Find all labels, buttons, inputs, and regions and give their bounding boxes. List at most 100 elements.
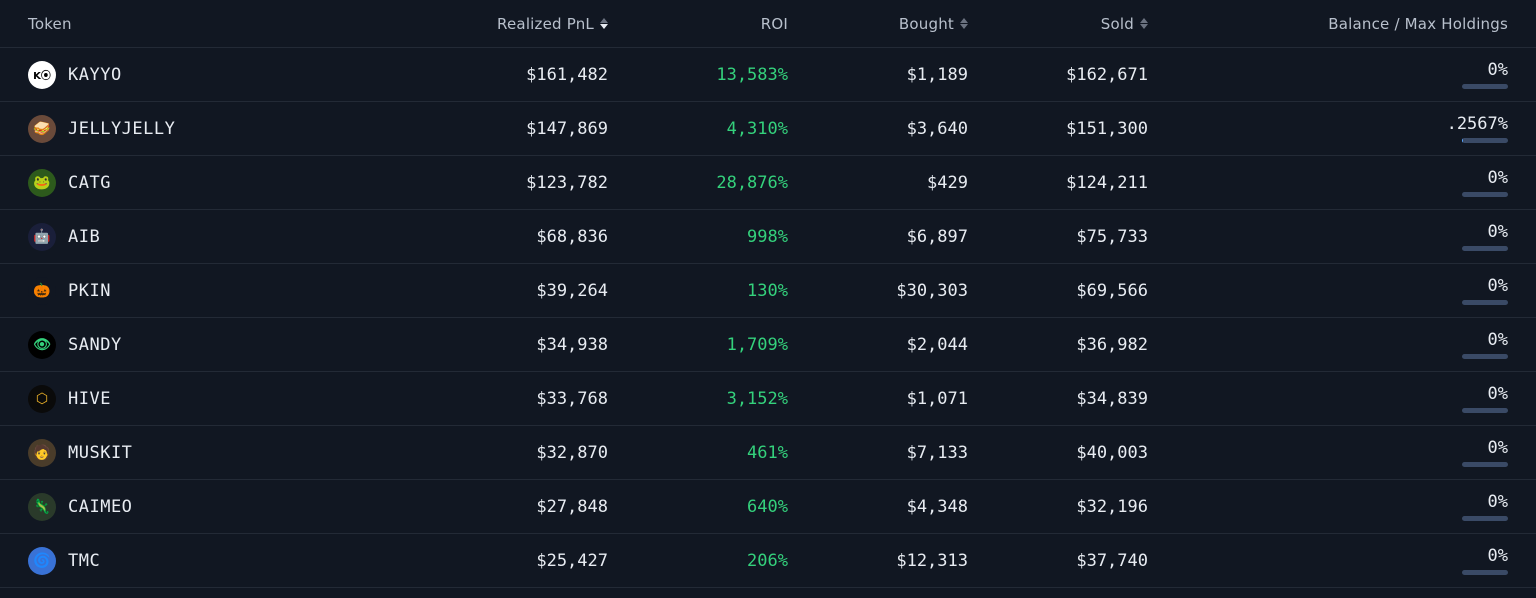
sold-value: $36,982	[968, 335, 1148, 355]
token-cell: 🧑 MUSKIT	[28, 439, 348, 467]
pnl-value: $27,848	[348, 497, 608, 517]
balance-bar	[1462, 516, 1508, 521]
balance-bar	[1462, 570, 1508, 575]
token-cell: 🐸CATG	[28, 169, 348, 197]
table-row[interactable]: 🎃PKIN$39,264130%$30,303$69,5660%	[0, 264, 1536, 318]
table-header-row: Token Realized PnL ROI Bought Sold Balan…	[0, 0, 1536, 48]
table-row[interactable]: 🧑 MUSKIT $32,870461%$7,133$40,0030%	[0, 426, 1536, 480]
balance-bar	[1462, 408, 1508, 413]
balance-bar	[1462, 192, 1508, 197]
bought-value: $7,133	[788, 443, 968, 463]
token-avatar-icon: 🌀	[28, 547, 56, 575]
balance-cell: 0%	[1148, 222, 1508, 251]
balance-bar	[1462, 246, 1508, 251]
bought-value: $3,640	[788, 119, 968, 139]
balance-value: 0%	[1488, 546, 1508, 566]
col-header-token[interactable]: Token	[28, 15, 348, 33]
token-symbol: SANDY	[68, 335, 122, 355]
bought-value: $4,348	[788, 497, 968, 517]
sold-value: $40,003	[968, 443, 1148, 463]
sold-value: $37,740	[968, 551, 1148, 571]
col-header-roi[interactable]: ROI	[608, 15, 788, 33]
token-cell: 🥪JELLYJELLY	[28, 115, 348, 143]
table-row[interactable]: 🥪JELLYJELLY$147,8694,310%$3,640$151,300.…	[0, 102, 1536, 156]
sort-icon	[600, 18, 608, 29]
bought-value: $2,044	[788, 335, 968, 355]
balance-value: 0%	[1488, 168, 1508, 188]
col-label: ROI	[761, 15, 788, 33]
token-symbol: CAIMEO	[68, 497, 132, 517]
sold-value: $162,671	[968, 65, 1148, 85]
table-row[interactable]: 👁 SANDY $34,9381,709%$2,044$36,982 0%	[0, 318, 1536, 372]
pnl-value: $34,938	[348, 335, 608, 355]
col-header-sold[interactable]: Sold	[968, 15, 1148, 33]
token-cell: 🤖 AIB	[28, 223, 348, 251]
table-row[interactable]: 🦎CAIMEO$27,848640%$4,348$32,1960%	[0, 480, 1536, 534]
balance-cell: .2567%	[1148, 114, 1508, 143]
col-label: Bought	[899, 15, 954, 33]
pnl-table: Token Realized PnL ROI Bought Sold Balan…	[0, 0, 1536, 588]
col-label: Realized PnL	[497, 15, 594, 33]
token-avatar-icon: ⬡	[28, 385, 56, 413]
pnl-value: $25,427	[348, 551, 608, 571]
col-label: Sold	[1101, 15, 1134, 33]
roi-value: 3,152%	[608, 389, 788, 409]
roi-value: 1,709%	[608, 335, 788, 355]
sold-value: $75,733	[968, 227, 1148, 247]
token-avatar-icon: 🤖	[28, 223, 56, 251]
pnl-value: $68,836	[348, 227, 608, 247]
token-avatar-icon: 👁	[28, 331, 56, 359]
table-row[interactable]: 🐸CATG$123,78228,876%$429$124,2110%	[0, 156, 1536, 210]
balance-cell: 0%	[1148, 60, 1508, 89]
col-label: Balance / Max Holdings	[1328, 15, 1508, 33]
token-symbol: MUSKIT	[68, 443, 132, 463]
pnl-value: $161,482	[348, 65, 608, 85]
table-row[interactable]: 🤖AIB$68,836998%$6,897$75,7330%	[0, 210, 1536, 264]
balance-value: 0%	[1488, 330, 1508, 350]
token-cell: 🌀TMC	[28, 547, 348, 575]
balance-cell: 0%	[1148, 276, 1508, 305]
sold-value: $124,211	[968, 173, 1148, 193]
token-symbol: AIB	[68, 227, 100, 247]
token-cell: 🎃PKIN	[28, 277, 348, 305]
roi-value: 998%	[608, 227, 788, 247]
balance-bar	[1462, 462, 1508, 467]
balance-cell: 0%	[1148, 168, 1508, 197]
balance-cell: 0%	[1148, 492, 1508, 521]
pnl-value: $32,870	[348, 443, 608, 463]
roi-value: 130%	[608, 281, 788, 301]
token-avatar-icon: K⦿	[28, 61, 56, 89]
sold-value: $34,839	[968, 389, 1148, 409]
balance-value: 0%	[1488, 222, 1508, 242]
roi-value: 4,310%	[608, 119, 788, 139]
balance-cell: 0%	[1148, 546, 1508, 575]
token-avatar-icon: 🐸	[28, 169, 56, 197]
bought-value: $429	[788, 173, 968, 193]
balance-value: 0%	[1488, 276, 1508, 296]
sold-value: $151,300	[968, 119, 1148, 139]
table-row[interactable]: ⬡HIVE$33,7683,152%$1,071$34,8390%	[0, 372, 1536, 426]
bought-value: $1,189	[788, 65, 968, 85]
bought-value: $1,071	[788, 389, 968, 409]
col-header-balance[interactable]: Balance / Max Holdings	[1148, 15, 1508, 33]
pnl-value: $39,264	[348, 281, 608, 301]
balance-value: .2567%	[1447, 114, 1508, 134]
balance-bar	[1462, 84, 1508, 89]
token-symbol: PKIN	[68, 281, 111, 301]
token-avatar-icon: 🧑	[28, 439, 56, 467]
sort-icon	[960, 18, 968, 29]
roi-value: 461%	[608, 443, 788, 463]
table-row[interactable]: K⦿KAYYO$161,48213,583%$1,189$162,6710%	[0, 48, 1536, 102]
table-row[interactable]: 🌀TMC$25,427206%$12,313$37,7400%	[0, 534, 1536, 588]
roi-value: 640%	[608, 497, 788, 517]
col-label: Token	[28, 15, 72, 33]
col-header-pnl[interactable]: Realized PnL	[348, 15, 608, 33]
token-avatar-icon: 🥪	[28, 115, 56, 143]
token-symbol: KAYYO	[68, 65, 122, 85]
balance-bar	[1462, 138, 1508, 143]
balance-cell: 0%	[1148, 438, 1508, 467]
balance-value: 0%	[1488, 492, 1508, 512]
sold-value: $69,566	[968, 281, 1148, 301]
col-header-bought[interactable]: Bought	[788, 15, 968, 33]
token-avatar-icon: 🦎	[28, 493, 56, 521]
